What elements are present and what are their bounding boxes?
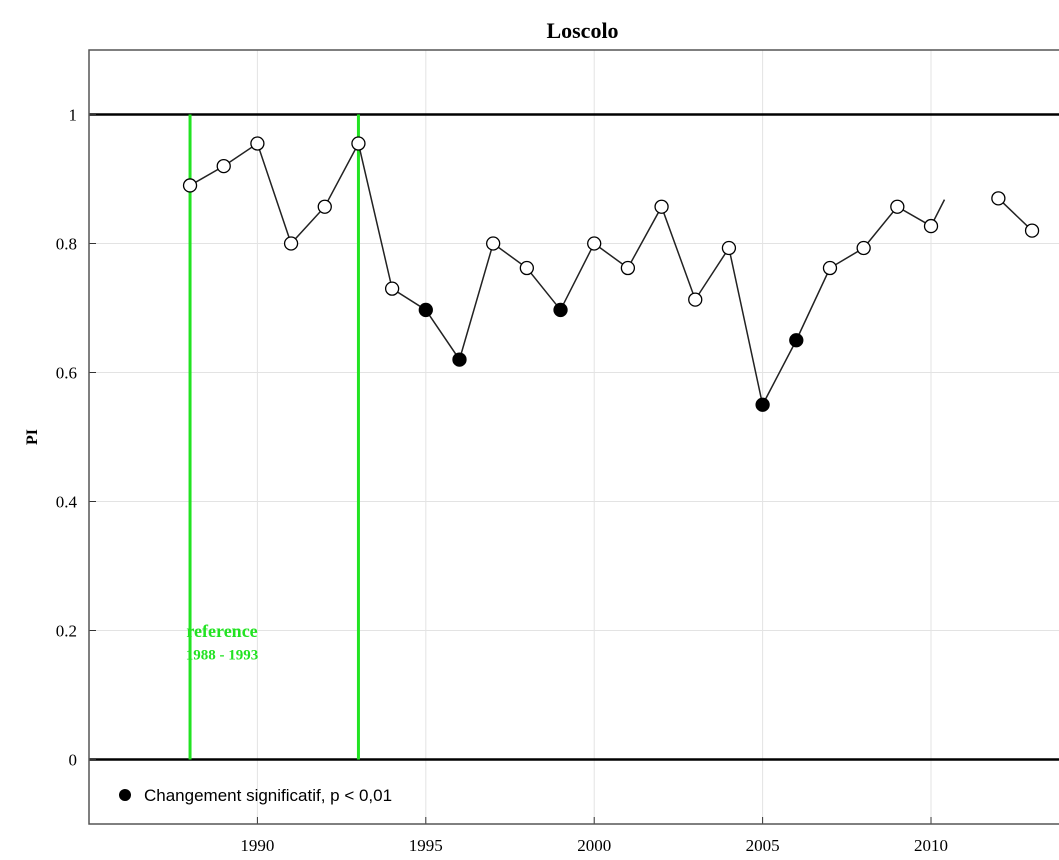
data-point: [923, 218, 939, 234]
data-point: [519, 260, 534, 276]
y-axis-label: PI: [24, 429, 41, 445]
data-points: [182, 136, 1040, 412]
y-tick-label: 0.8: [56, 235, 77, 254]
x-tick-label: 1990: [240, 836, 274, 855]
data-point: [991, 191, 1006, 206]
data-point: [654, 199, 669, 214]
data-point: [486, 236, 501, 251]
y-tick-label: 0.2: [56, 622, 77, 641]
data-point: [216, 158, 231, 174]
y-tick-label: 0.4: [56, 493, 78, 512]
data-point: [250, 136, 265, 151]
data-point: [182, 178, 198, 193]
data-point-significant: [789, 333, 804, 348]
legend: Changement significatif, p < 0,01: [119, 786, 392, 805]
legend-significant-marker: [119, 788, 131, 801]
data-point-significant: [418, 302, 433, 318]
data-point: [688, 292, 703, 307]
data-point: [1024, 223, 1040, 238]
x-tick-label: 1995: [409, 836, 443, 855]
data-point: [317, 199, 332, 214]
data-point: [351, 136, 366, 151]
reference-range-label: 1988 - 1993: [186, 648, 259, 664]
chart-title: Loscolo: [546, 18, 618, 43]
data-point: [283, 236, 299, 251]
data-point: [721, 240, 737, 256]
grid-lines: [89, 50, 1059, 824]
data-point-significant: [755, 397, 770, 412]
plot-area-frame: [88, 49, 1059, 825]
reference-lines: [89, 113, 1059, 761]
data-point-significant: [452, 352, 467, 367]
data-point-significant: [553, 302, 568, 318]
reference-label: reference: [186, 621, 257, 641]
y-tick-label: 0: [69, 751, 78, 770]
data-point: [890, 199, 905, 214]
reference-period-label: reference 1988 - 1993: [186, 621, 259, 664]
y-tick-label: 1: [69, 106, 78, 125]
legend-label: Changement significatif, p < 0,01: [144, 786, 392, 805]
axis-ticks: 1990 1995 2000 2005 2010 0 0.2 0.4 0.6 0.8 1: [56, 106, 948, 856]
y-tick-label: 0.6: [56, 364, 77, 383]
data-point: [822, 260, 838, 276]
data-point: [384, 281, 400, 296]
x-tick-label: 2005: [746, 836, 780, 855]
data-lines: [189, 141, 1033, 407]
data-point: [856, 240, 871, 256]
series-line: [997, 197, 1033, 232]
data-point: [620, 260, 636, 276]
x-tick-label: 2000: [577, 836, 611, 855]
data-point: [587, 236, 602, 251]
x-tick-label: 2010: [914, 836, 948, 855]
